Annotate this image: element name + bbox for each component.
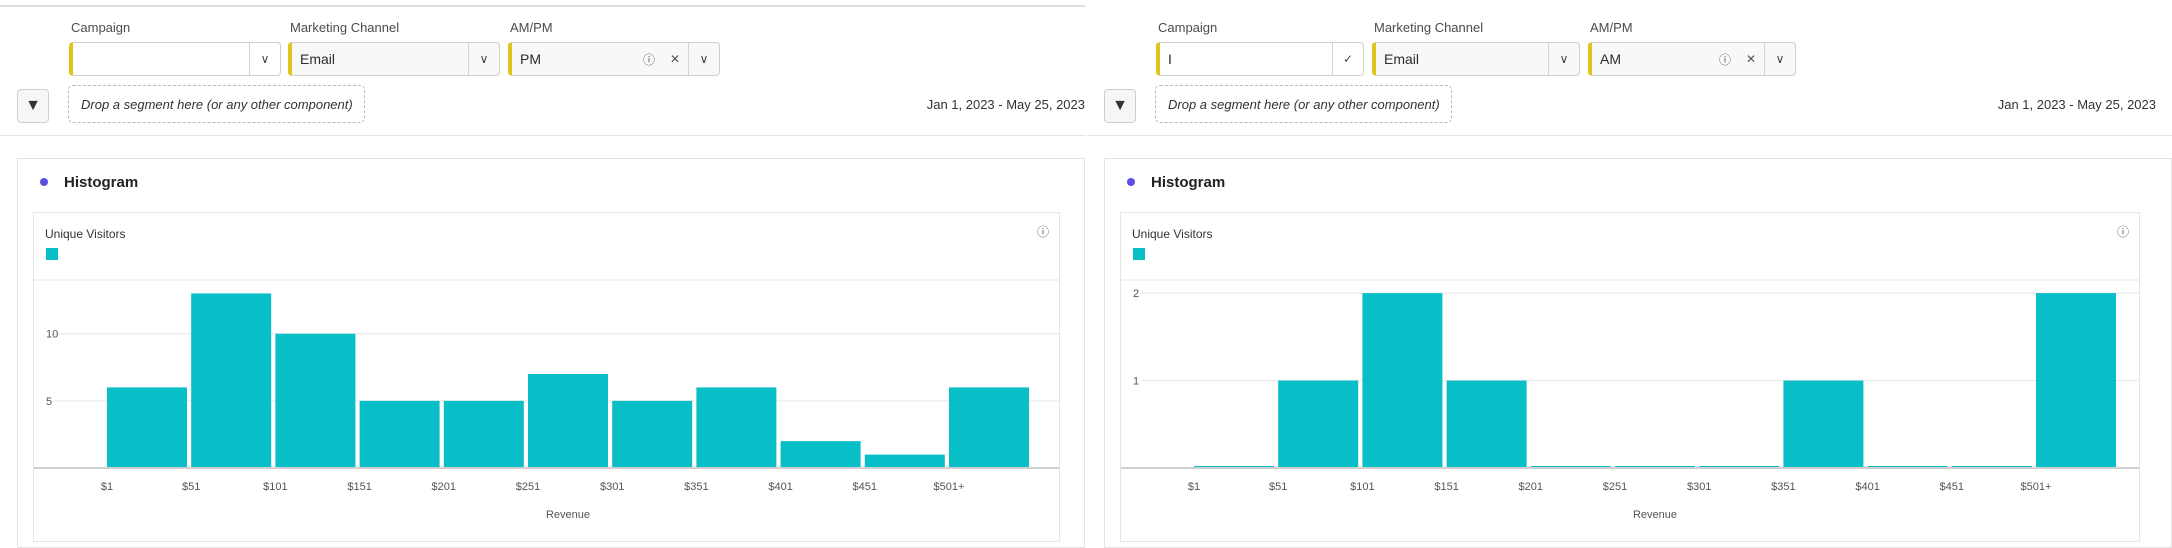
legend-swatch [1133,248,1145,260]
x-tick-label: $301 [600,481,624,493]
ampm-dropdown[interactable]: PM ⓘ ✕ ∨ [508,42,720,76]
segment-drop-zone[interactable]: Drop a segment here (or any other compon… [1155,85,1452,123]
x-tick-label: $351 [684,481,708,493]
chevron-down-icon[interactable]: ∨ [249,43,280,75]
info-icon[interactable]: ⓘ [1718,52,1731,67]
divider [0,135,1085,136]
histogram-bar [275,333,356,468]
legend-swatch [46,248,58,260]
histogram-bar [528,374,608,468]
histogram-bar [1783,380,1864,468]
campaign-input[interactable]: I ✓ [1156,42,1364,76]
x-tick-label: $251 [1603,481,1627,493]
panel-title: Histogram [64,174,139,191]
x-axis-title: Revenue [546,509,590,521]
campaign-label: Campaign [1158,20,1218,35]
chevron-down-icon[interactable]: ∨ [468,43,499,75]
x-tick-label: $201 [1519,481,1543,493]
info-icon[interactable]: ⓘ [1036,225,1049,239]
x-tick-label: $451 [1940,481,1964,493]
chevron-down-icon[interactable]: ∨ [688,43,719,75]
info-icon[interactable]: ⓘ [2116,225,2129,239]
x-axis-title: Revenue [1633,509,1677,521]
x-tick-label: $1 [101,481,113,493]
histogram-bar [949,387,1029,468]
panel-dot-icon [40,178,48,186]
x-tick-label: $101 [1350,481,1374,493]
panel-title: Histogram [1151,174,1226,191]
x-tick-label: $351 [1771,481,1795,493]
filter-add-icon: ▼ [25,97,41,114]
x-tick-label: $101 [263,481,287,493]
histogram-bar [359,400,440,468]
filter-add-icon: ▼ [1112,97,1128,114]
ampm-value: PM [520,51,541,67]
metric-label: Unique Visitors [45,227,126,241]
chevron-down-icon[interactable]: ∨ [1548,43,1579,75]
x-tick-label: $151 [1434,481,1458,493]
date-range[interactable]: Jan 1, 2023 - May 25, 2023 [926,97,1085,112]
ampm-label: AM/PM [510,20,553,35]
y-tick-label: 10 [46,329,58,341]
date-range[interactable]: Jan 1, 2023 - May 25, 2023 [1997,97,2156,112]
histogram-bar [864,454,945,468]
chevron-down-icon[interactable]: ∨ [1764,43,1795,75]
segment-drop-zone[interactable]: Drop a segment here (or any other compon… [68,85,365,123]
x-tick-label: $501+ [934,481,965,493]
chart-svg: 1 2 $1 $51 $101 $151 $201 $251 $301 $351 $401 $451 $… [1121,279,2139,521]
check-icon[interactable]: ✓ [1332,43,1363,75]
histogram-bar [1446,380,1527,468]
histogram-bar [1278,380,1359,468]
metric-label: Unique Visitors [1132,227,1213,241]
histogram-bar [612,400,693,468]
close-icon[interactable]: ✕ [669,52,681,66]
campaign-label: Campaign [71,20,131,35]
y-tick-label: 2 [1133,288,1139,300]
add-filter-button[interactable]: ▼ [17,89,49,123]
channel-dropdown[interactable]: Email ∨ [288,42,500,76]
campaign-dropdown[interactable]: ∨ [69,42,281,76]
info-icon[interactable]: ⓘ [642,52,655,67]
x-tick-label: $401 [1855,481,1879,493]
campaign-value[interactable]: I [1168,51,1172,67]
panel-left: Campaign Marketing Channel AM/PM ∨ Email… [0,0,1085,548]
channel-value: Email [1384,51,1420,67]
x-tick-label: $1 [1188,481,1200,493]
x-tick-label: $451 [853,481,877,493]
channel-dropdown[interactable]: Email ∨ [1372,42,1580,76]
add-filter-button[interactable]: ▼ [1104,89,1136,123]
channel-label: Marketing Channel [290,20,400,35]
histogram-bar [191,293,272,468]
panel-dot-icon [1127,178,1135,186]
close-icon[interactable]: ✕ [1745,52,1757,66]
x-tick-label: $301 [1687,481,1711,493]
channel-value: Email [300,51,336,67]
y-tick-label: 5 [46,396,52,408]
histogram-bar [443,400,524,468]
histogram-bar [107,387,187,468]
ampm-label: AM/PM [1590,20,1633,35]
ampm-dropdown[interactable]: AM ⓘ ✕ ∨ [1588,42,1796,76]
x-tick-label: $201 [432,481,456,493]
histogram-bar [696,387,777,468]
chart-svg: 5 10 $1 $51 $101 $151 $201 $251 $301 $351 $401 $451… [34,279,1059,521]
x-tick-label: $401 [768,481,792,493]
histogram-bar [1362,293,1443,468]
divider [1087,135,2172,136]
x-tick-label: $251 [516,481,540,493]
channel-label: Marketing Channel [1374,20,1484,35]
y-tick-label: 1 [1133,376,1139,388]
x-tick-label: $501+ [2021,481,2052,493]
panel-right: Campaign Marketing Channel AM/PM I ✓ Emai… [1087,0,2172,548]
histogram-bar [780,441,861,468]
top-divider [0,5,1085,7]
x-tick-label: $151 [347,481,371,493]
x-tick-label: $51 [182,481,200,493]
ampm-value[interactable]: AM [1600,51,1621,67]
histogram-chart: 5 10 $1 $51 $101 $151 $201 $251 $301 $351 $401 $451… [33,212,1060,542]
histogram-bar [2036,293,2116,468]
x-tick-label: $51 [1269,481,1287,493]
histogram-chart: 1 2 $1 $51 $101 $151 $201 $251 $301 $351 $401 $451 $… [1120,212,2140,542]
